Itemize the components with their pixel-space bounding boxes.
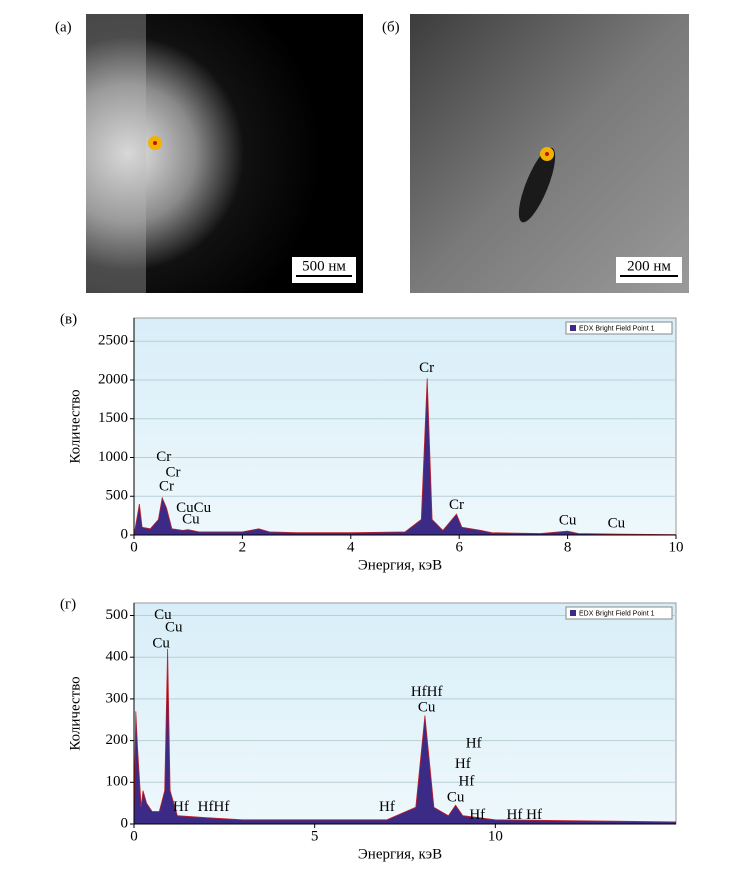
y-tick-label: 0 <box>121 526 129 542</box>
legend-box <box>565 606 673 620</box>
peak-label: Hf <box>173 799 189 815</box>
peak-label: CuCu <box>176 500 212 516</box>
panel-label: (в) <box>60 311 77 327</box>
peak-label: Hf <box>379 799 395 815</box>
peak-label: HfHf <box>198 799 230 815</box>
micrograph <box>86 14 363 293</box>
texture <box>86 14 146 293</box>
legend-swatch <box>570 325 576 331</box>
plot-area <box>133 602 677 825</box>
x-tick-label: 10 <box>488 828 503 844</box>
peak-label: Cr <box>166 464 181 480</box>
peak-label: Cr <box>156 449 171 465</box>
legend-swatch <box>570 610 576 616</box>
y-tick-label: 500 <box>106 488 129 504</box>
peak-label: Hf <box>466 735 482 751</box>
probe-center <box>153 141 157 145</box>
y-tick-label: 1500 <box>98 410 128 426</box>
y-tick-label: 400 <box>106 649 129 665</box>
y-tick-label: 2000 <box>98 371 128 387</box>
x-tick-label: 10 <box>669 539 684 555</box>
peak-label: Cu <box>182 512 200 528</box>
spectrum-line <box>133 648 677 825</box>
peak-label: Cu <box>447 790 465 806</box>
peak-label: Cr <box>159 478 174 494</box>
peak-label: Cr <box>449 497 464 513</box>
x-axis-label: Энергия, кэВ <box>358 846 442 862</box>
scale-label: 500 нм <box>302 258 346 274</box>
panel-label: (б) <box>382 19 400 35</box>
peak-label: Cu <box>165 619 183 635</box>
particle <box>518 147 556 223</box>
spectrum-line <box>133 378 677 536</box>
plot-area <box>133 317 677 536</box>
panel-label: (г) <box>60 596 76 612</box>
legend-label: EDX Bright Field Point 1 <box>579 610 655 617</box>
probe-center <box>545 152 549 156</box>
x-tick-label: 4 <box>347 539 355 555</box>
peak-label: Cu <box>152 635 170 651</box>
y-tick-label: 500 <box>106 607 129 623</box>
legend-box <box>565 321 673 335</box>
y-tick-label: 0 <box>121 815 129 831</box>
peak-label: Cu <box>559 512 577 528</box>
peak-label: Hf Hf <box>507 807 542 823</box>
peak-label: Cu <box>418 700 436 716</box>
y-tick-label: 200 <box>106 732 129 748</box>
y-axis-label: Количество <box>67 389 83 463</box>
peak-label: Cr <box>419 360 434 376</box>
x-tick-label: 0 <box>130 539 138 555</box>
peak-label: Hf <box>455 756 471 772</box>
panel-label: (a) <box>55 19 72 35</box>
y-axis-label: Количество <box>67 676 83 750</box>
x-tick-label: 8 <box>564 539 572 555</box>
scale-box <box>616 257 682 283</box>
y-tick-label: 100 <box>106 774 129 790</box>
x-tick-label: 0 <box>130 828 138 844</box>
scale-label: 200 нм <box>627 258 671 274</box>
x-axis-label: Энергия, кэВ <box>358 557 442 573</box>
peak-label: Cu <box>154 607 172 623</box>
legend-label: EDX Bright Field Point 1 <box>579 325 655 332</box>
x-tick-label: 6 <box>455 539 463 555</box>
x-tick-label: 5 <box>311 828 319 844</box>
x-tick-label: 2 <box>239 539 247 555</box>
y-tick-label: 1000 <box>98 449 128 465</box>
peak-label: HfHf <box>411 684 443 700</box>
peak-label: Hf <box>459 774 475 790</box>
y-tick-label: 2500 <box>98 333 128 349</box>
peak-label: Cu <box>608 516 626 532</box>
peak-label: Hf <box>469 807 485 823</box>
y-tick-label: 300 <box>106 690 129 706</box>
scale-box <box>292 257 356 283</box>
